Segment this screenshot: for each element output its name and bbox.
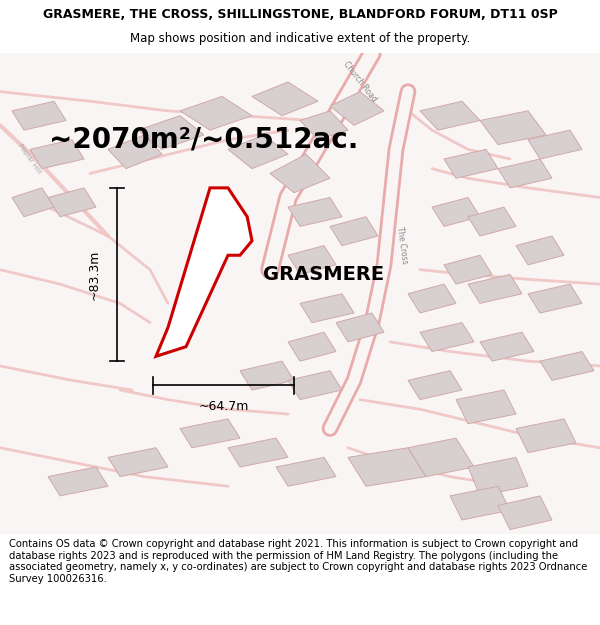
Polygon shape xyxy=(468,207,516,236)
Polygon shape xyxy=(498,159,552,188)
Text: ~83.3m: ~83.3m xyxy=(88,249,101,299)
Polygon shape xyxy=(228,438,288,467)
Polygon shape xyxy=(48,188,96,217)
Polygon shape xyxy=(138,116,204,149)
Polygon shape xyxy=(540,351,594,381)
Polygon shape xyxy=(444,149,498,178)
Polygon shape xyxy=(408,438,474,477)
Polygon shape xyxy=(432,198,480,226)
Polygon shape xyxy=(408,371,462,399)
Text: Contains OS data © Crown copyright and database right 2021. This information is : Contains OS data © Crown copyright and d… xyxy=(9,539,587,584)
Text: ~64.7m: ~64.7m xyxy=(199,401,248,413)
Polygon shape xyxy=(420,322,474,351)
Polygon shape xyxy=(288,198,342,226)
Polygon shape xyxy=(276,458,336,486)
Polygon shape xyxy=(270,154,330,192)
Polygon shape xyxy=(330,217,378,246)
Polygon shape xyxy=(300,111,348,140)
Polygon shape xyxy=(48,467,108,496)
Polygon shape xyxy=(240,361,294,390)
Polygon shape xyxy=(108,448,168,477)
Polygon shape xyxy=(516,236,564,265)
Polygon shape xyxy=(348,448,426,486)
Polygon shape xyxy=(516,419,576,452)
Text: GRASMERE, THE CROSS, SHILLINGSTONE, BLANDFORD FORUM, DT11 0SP: GRASMERE, THE CROSS, SHILLINGSTONE, BLAN… xyxy=(43,8,557,21)
Polygon shape xyxy=(468,274,522,303)
Polygon shape xyxy=(450,486,510,520)
Polygon shape xyxy=(330,92,384,125)
Polygon shape xyxy=(468,458,528,496)
Text: GRASMERE: GRASMERE xyxy=(263,265,385,284)
Polygon shape xyxy=(528,284,582,313)
Polygon shape xyxy=(288,371,342,399)
Polygon shape xyxy=(498,496,552,529)
Polygon shape xyxy=(456,390,516,424)
Polygon shape xyxy=(408,284,456,313)
Polygon shape xyxy=(480,332,534,361)
Polygon shape xyxy=(30,140,84,169)
Polygon shape xyxy=(108,135,162,169)
Text: The Cross: The Cross xyxy=(395,226,409,265)
Polygon shape xyxy=(528,130,582,159)
Text: Map shows position and indicative extent of the property.: Map shows position and indicative extent… xyxy=(130,32,470,45)
Polygon shape xyxy=(180,96,252,130)
Text: ~2070m²/~0.512ac.: ~2070m²/~0.512ac. xyxy=(49,126,359,154)
Text: Poplar Hill: Poplar Hill xyxy=(17,143,43,175)
Polygon shape xyxy=(336,313,384,342)
Polygon shape xyxy=(300,294,354,322)
Polygon shape xyxy=(156,188,252,356)
Polygon shape xyxy=(420,101,480,130)
Polygon shape xyxy=(480,111,546,144)
Polygon shape xyxy=(12,101,66,130)
Polygon shape xyxy=(288,246,336,274)
Polygon shape xyxy=(444,255,492,284)
Text: Church Road: Church Road xyxy=(341,60,379,104)
Polygon shape xyxy=(180,419,240,447)
Polygon shape xyxy=(252,82,318,116)
Polygon shape xyxy=(228,135,288,169)
Polygon shape xyxy=(288,332,336,361)
Polygon shape xyxy=(12,188,54,217)
